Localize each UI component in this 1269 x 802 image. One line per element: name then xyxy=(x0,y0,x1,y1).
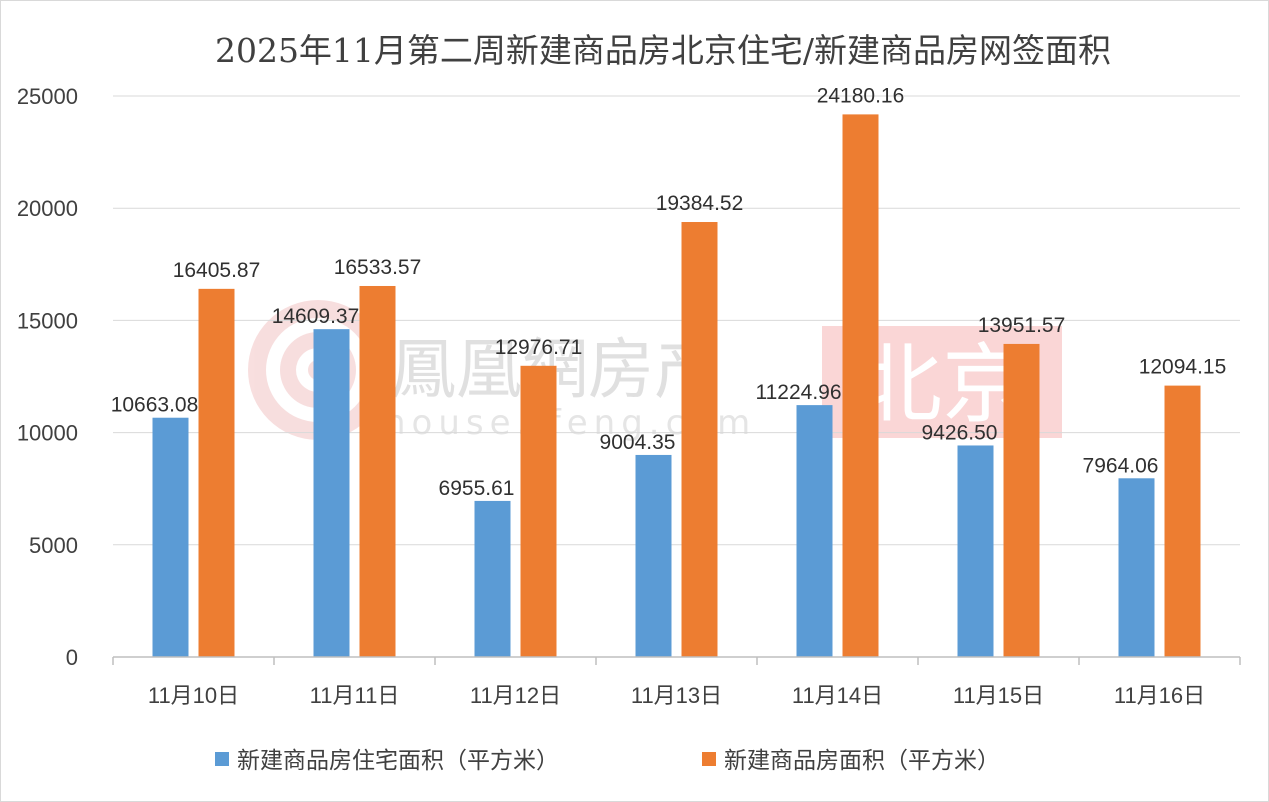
y-tick-label: 15000 xyxy=(17,308,78,333)
data-label: 14609.37 xyxy=(272,305,360,328)
bar-residential xyxy=(796,405,833,657)
y-tick-label: 5000 xyxy=(29,533,78,558)
x-tick-label: 11月13日 xyxy=(631,683,722,708)
x-axis: 11月10日 11月11日 11月12日 11月13日 11月14日 11月15日 11月1… xyxy=(112,656,1241,708)
watermark-city: 北京 xyxy=(856,335,1028,435)
data-label: 24180.16 xyxy=(817,84,905,107)
data-label: 9004.35 xyxy=(600,431,676,454)
x-tick-label: 11月12日 xyxy=(470,683,561,708)
data-label: 10663.08 xyxy=(111,394,199,417)
data-label: 12976.71 xyxy=(495,336,583,359)
x-tick-label: 11月10日 xyxy=(148,683,239,708)
y-tick-label: 0 xyxy=(66,645,78,670)
x-tick-label: 11月14日 xyxy=(792,683,883,708)
y-tick-label: 10000 xyxy=(17,421,78,446)
y-axis: 0 5000 10000 15000 20000 25000 xyxy=(17,84,78,670)
bar-residential xyxy=(313,329,350,657)
bar-residential xyxy=(474,500,511,657)
data-label: 13951.57 xyxy=(978,314,1066,337)
data-label: 12094.15 xyxy=(1139,356,1227,379)
bar-residential xyxy=(957,445,994,657)
bar-residential xyxy=(152,417,189,657)
legend-swatch-residential xyxy=(215,752,229,766)
y-tick-label: 20000 xyxy=(17,196,78,221)
legend-swatch-total xyxy=(702,752,716,766)
bars xyxy=(152,114,1201,658)
x-tick-label: 11月11日 xyxy=(310,683,400,708)
bar-total xyxy=(198,288,235,657)
data-label: 16533.57 xyxy=(334,256,422,279)
bar-residential xyxy=(635,454,672,657)
x-tick-label: 11月16日 xyxy=(1114,683,1205,708)
data-label: 6955.61 xyxy=(439,477,515,500)
legend-label-residential: 新建商品房住宅面积（平方米） xyxy=(237,748,559,774)
data-label: 11224.96 xyxy=(755,381,841,404)
bar-total xyxy=(842,114,879,657)
x-tick-label: 11月15日 xyxy=(953,683,1044,708)
gridlines xyxy=(113,95,1240,546)
bar-total xyxy=(681,222,718,658)
bar-total xyxy=(1164,385,1201,657)
y-tick-label: 25000 xyxy=(17,84,78,109)
data-labels: 10663.08 14609.37 6955.61 9004.35 11224.96 94… xyxy=(111,84,1227,500)
data-label: 16405.87 xyxy=(173,259,261,282)
data-label: 9426.50 xyxy=(922,421,998,444)
bar-residential xyxy=(1118,478,1155,657)
data-label: 19384.52 xyxy=(656,192,744,215)
legend: 新建商品房住宅面积（平方米） 新建商品房面积（平方米） xyxy=(215,748,1000,774)
chart-title: 2025年11月第二周新建商品房北京住宅/新建商品房网签面积 xyxy=(215,31,1111,70)
bar-total xyxy=(1003,343,1040,657)
bar-total xyxy=(520,365,557,657)
data-label: 7964.06 xyxy=(1083,454,1159,477)
bar-total xyxy=(359,285,396,657)
legend-label-total: 新建商品房面积（平方米） xyxy=(724,748,1000,774)
